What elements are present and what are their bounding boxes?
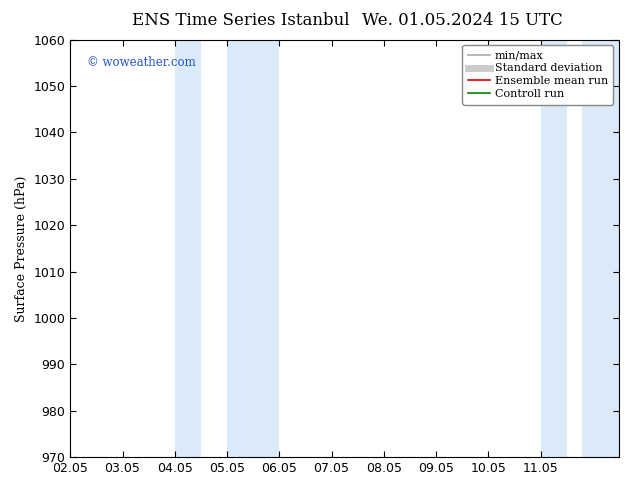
Text: ENS Time Series Istanbul: ENS Time Series Istanbul (132, 12, 350, 29)
Text: © woweather.com: © woweather.com (87, 56, 195, 69)
Bar (227, 40, 280, 457)
Legend: min/max, Standard deviation, Ensemble mean run, Controll run: min/max, Standard deviation, Ensemble me… (462, 45, 614, 104)
Bar (583, 40, 619, 457)
Text: We. 01.05.2024 15 UTC: We. 01.05.2024 15 UTC (363, 12, 563, 29)
Bar (541, 40, 567, 457)
Bar (175, 40, 201, 457)
Y-axis label: Surface Pressure (hPa): Surface Pressure (hPa) (15, 175, 28, 321)
